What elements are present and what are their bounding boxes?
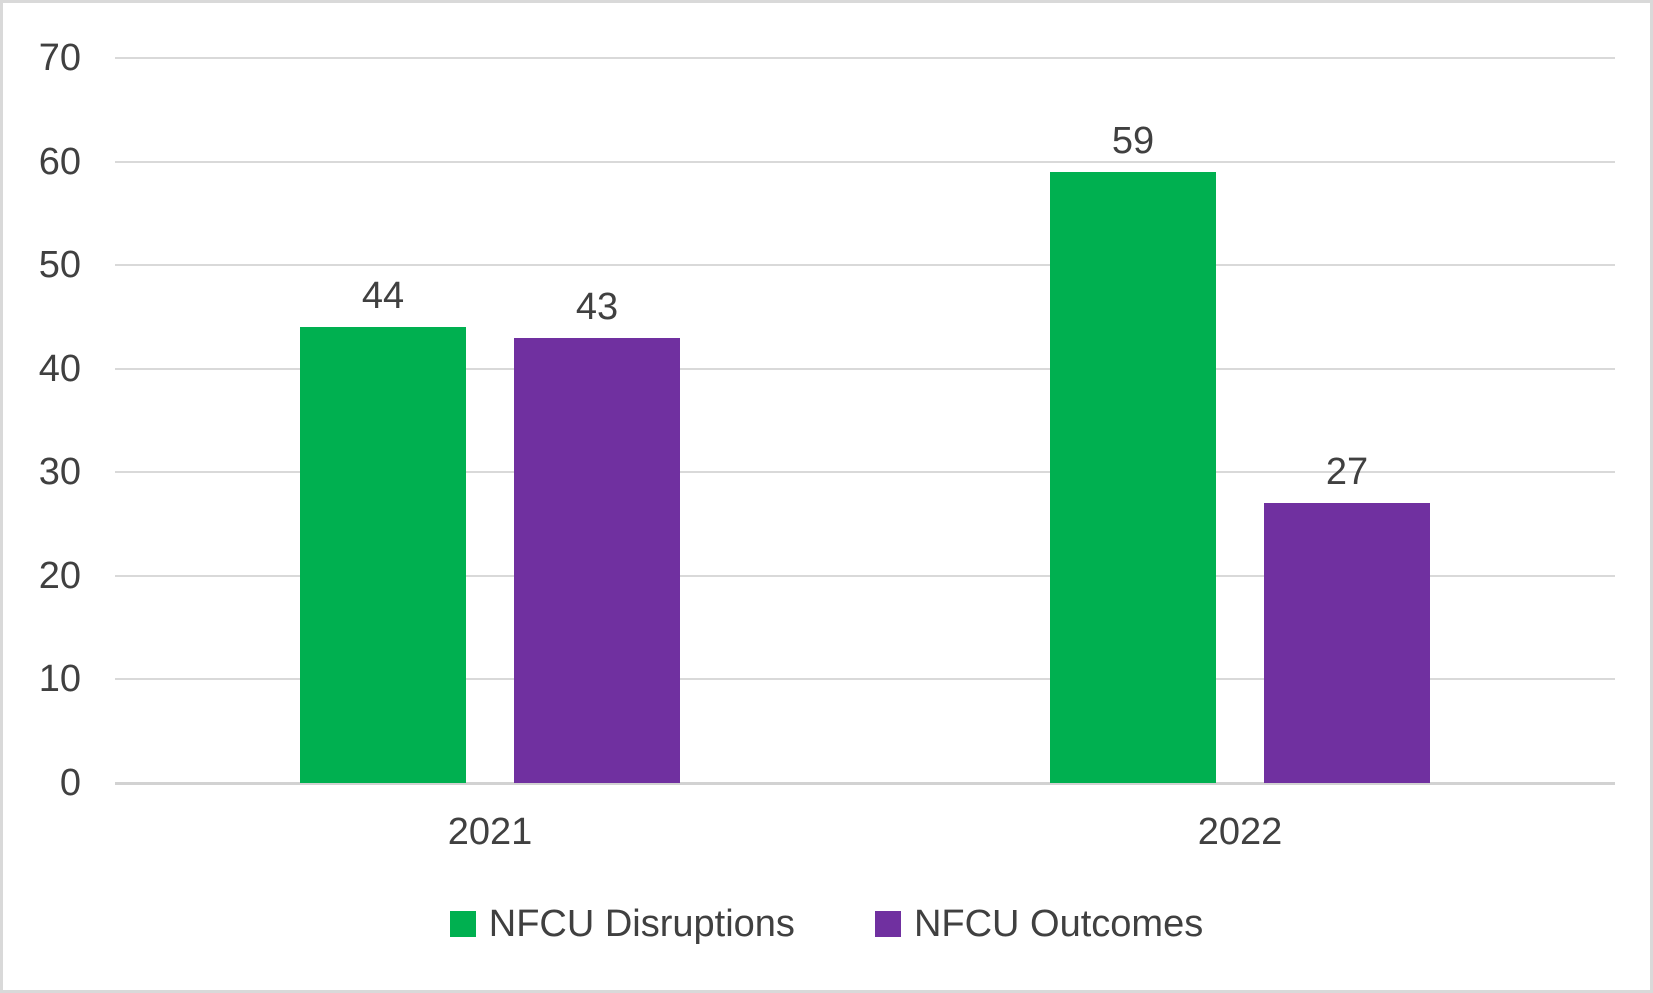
- plot-area: 44 43 2021 59 27 2022: [115, 57, 1615, 851]
- data-label-nfcu-outcomes-2021: 43: [575, 285, 619, 328]
- y-tick-label-20: 20: [38, 554, 81, 597]
- y-tick-label-0: 0: [59, 762, 81, 804]
- gridline-30: [115, 471, 1615, 474]
- legend-swatch-nfcu-disruptions: [449, 911, 476, 937]
- bar-group-2022: 59 27: [1050, 122, 1430, 783]
- y-tick-label-30: 30: [38, 451, 81, 494]
- x-category-label-2021: 2021: [447, 811, 533, 853]
- y-axis: 0 10 20 30 40 50 60 70: [17, 39, 81, 802]
- x-category-label-2022: 2022: [1197, 811, 1283, 853]
- bar-nfcu-disruptions-2022: 59: [1050, 122, 1216, 783]
- legend-item-nfcu-disruptions: NFCU Disruptions: [449, 903, 795, 945]
- y-tick-label-40: 40: [38, 347, 81, 390]
- data-label-nfcu-disruptions-2021: 44: [361, 275, 405, 318]
- data-label-nfcu-disruptions-2022: 59: [1111, 119, 1155, 162]
- legend-swatch-nfcu-outcomes: [874, 911, 901, 937]
- gridline-60: [115, 160, 1615, 163]
- bar-nfcu-disruptions-2021: 44: [300, 277, 466, 783]
- y-tick-label-10: 10: [38, 658, 81, 701]
- y-tick-label-60: 60: [38, 140, 81, 183]
- x-axis-line: [115, 782, 1615, 785]
- y-tick-label-50: 50: [38, 244, 81, 287]
- gridline-10: [115, 678, 1615, 681]
- legend-label-nfcu-outcomes: NFCU Outcomes: [913, 903, 1204, 945]
- data-label-nfcu-outcomes-2022: 27: [1325, 451, 1369, 494]
- legend-label-nfcu-disruptions: NFCU Disruptions: [488, 903, 795, 945]
- bar-group-2021: 44 43: [300, 277, 680, 783]
- gridline-20: [115, 574, 1615, 577]
- gridline-50: [115, 264, 1615, 267]
- bar-nfcu-outcomes-2021: 43: [514, 288, 680, 783]
- legend: NFCU Disruptions NFCU Outcomes: [3, 905, 1650, 943]
- bar-nfcu-outcomes-2022: 27: [1264, 453, 1430, 783]
- gridline-40: [115, 367, 1615, 370]
- gridline-70: [115, 57, 1615, 59]
- legend-item-nfcu-outcomes: NFCU Outcomes: [874, 903, 1204, 945]
- y-tick-label-70: 70: [38, 37, 81, 79]
